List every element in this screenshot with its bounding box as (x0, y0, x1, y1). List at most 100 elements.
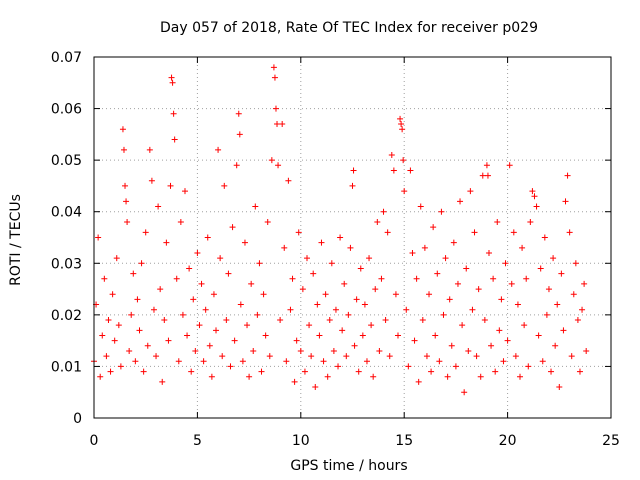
data-point (560, 327, 567, 334)
data-point (157, 286, 164, 293)
data-point (386, 353, 393, 360)
data-point (190, 296, 197, 303)
data-point (293, 337, 300, 344)
data-point (350, 167, 357, 174)
data-point (229, 224, 236, 231)
plot-frame (93, 56, 612, 419)
data-point (527, 219, 534, 226)
data-point (337, 234, 344, 241)
data-point (281, 244, 288, 251)
data-point (146, 146, 153, 153)
data-point (168, 74, 175, 81)
data-point (366, 255, 373, 262)
data-point (186, 265, 193, 272)
data-point (272, 105, 279, 112)
data-point (374, 219, 381, 226)
data-point (378, 275, 385, 282)
data-point (297, 347, 304, 354)
data-point (390, 167, 397, 174)
data-point (136, 327, 143, 334)
data-point (417, 203, 424, 210)
data-point (384, 229, 391, 236)
data-point (134, 296, 141, 303)
data-point (277, 317, 284, 324)
data-point (328, 260, 335, 267)
data-point (465, 347, 472, 354)
data-point (506, 162, 513, 169)
data-point (576, 368, 583, 375)
data-point (289, 275, 296, 282)
data-point (548, 368, 555, 375)
data-point (543, 311, 550, 318)
data-point (126, 347, 133, 354)
data-point (179, 311, 186, 318)
data-point (504, 337, 511, 344)
data-point (184, 332, 191, 339)
data-point (308, 353, 315, 360)
data-point (233, 162, 240, 169)
data-point (523, 275, 530, 282)
data-point (372, 286, 379, 293)
y-tick-label: 0.01 (51, 359, 82, 375)
x-tick-label: 10 (292, 433, 310, 449)
data-point (473, 353, 480, 360)
data-point (498, 296, 505, 303)
data-point (558, 270, 565, 277)
data-point (579, 306, 586, 313)
data-point (531, 193, 538, 200)
data-point (392, 291, 399, 298)
data-point (159, 378, 166, 385)
data-point (399, 126, 406, 133)
data-point (566, 229, 573, 236)
data-point (250, 347, 257, 354)
data-point (299, 286, 306, 293)
data-point (188, 368, 195, 375)
data-point (227, 363, 234, 370)
data-point (128, 311, 135, 318)
data-point (268, 157, 275, 164)
data-point (537, 265, 544, 272)
data-point (105, 317, 112, 324)
data-point (347, 244, 354, 251)
data-point (95, 234, 102, 241)
data-point (432, 332, 439, 339)
data-point (436, 358, 443, 365)
data-point (467, 188, 474, 195)
data-point (192, 347, 199, 354)
data-point (132, 358, 139, 365)
data-point (274, 121, 281, 128)
data-point (335, 363, 342, 370)
data-point (194, 249, 201, 256)
y-tick-label: 0.02 (51, 308, 82, 324)
x-tick-label: 0 (90, 433, 99, 449)
data-point (382, 317, 389, 324)
data-point (556, 384, 563, 391)
data-point (446, 296, 453, 303)
data-point (161, 317, 168, 324)
y-axis-label: ROTI / TECUs (8, 194, 24, 286)
data-point (262, 332, 269, 339)
data-point (202, 306, 209, 313)
data-point (355, 368, 362, 375)
data-point (394, 332, 401, 339)
data-point (332, 306, 339, 313)
data-point (353, 296, 360, 303)
data-point (169, 79, 176, 86)
data-point (101, 275, 108, 282)
data-point (512, 353, 519, 360)
data-point (124, 219, 131, 226)
data-point (469, 306, 476, 313)
data-point (107, 368, 114, 375)
data-point (223, 317, 230, 324)
data-points (91, 64, 590, 396)
data-point (351, 342, 358, 349)
data-point (485, 249, 492, 256)
data-point (231, 337, 238, 344)
data-point (237, 301, 244, 308)
data-point (442, 255, 449, 262)
data-point (314, 301, 321, 308)
data-point (403, 306, 410, 313)
data-point (483, 162, 490, 169)
data-point (320, 358, 327, 365)
